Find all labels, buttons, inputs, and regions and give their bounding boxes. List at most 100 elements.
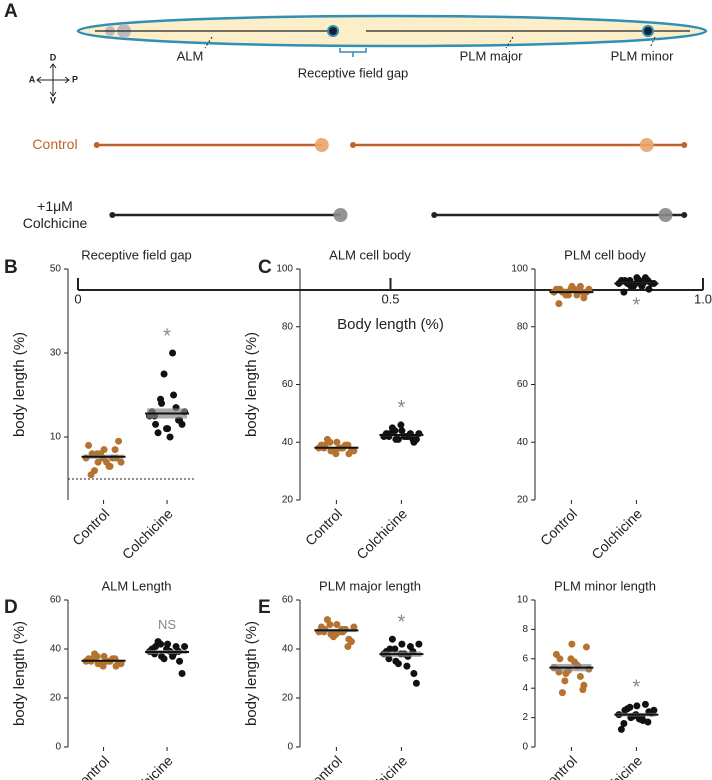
dot (409, 435, 417, 443)
y-axis-label: body length (%) (243, 332, 260, 437)
y-tick-label: 6 (522, 653, 528, 664)
series-label: +1μM Colchicine (22, 198, 88, 231)
dot (87, 471, 95, 479)
y-tick-label: 80 (282, 321, 294, 332)
x-tick-label: Control (302, 505, 345, 548)
x-tick-label: 1.0 (694, 291, 712, 306)
y-tick-label: 20 (282, 693, 294, 704)
dot (620, 719, 628, 727)
dot (157, 640, 165, 648)
diagram-label: PLM major (460, 48, 524, 63)
dot (561, 677, 569, 685)
y-tick-label: 8 (522, 624, 528, 635)
dot (398, 427, 406, 435)
dot (391, 427, 399, 435)
x-tick-label: Control (69, 505, 112, 548)
dot (176, 657, 184, 665)
y-tick-label: 10 (517, 595, 529, 606)
y-tick-label: 20 (50, 693, 62, 704)
dot (117, 458, 125, 466)
cell-body (314, 138, 329, 152)
x-tick-label: Control (537, 752, 580, 780)
end-point (93, 142, 100, 148)
dot (580, 294, 588, 302)
dot (117, 660, 125, 668)
y-axis-label: body length (%) (11, 332, 28, 437)
y-tick-label: 50 (50, 264, 62, 275)
x-tick-label: Control (537, 505, 580, 548)
dot (576, 282, 584, 290)
alm-soma (327, 25, 339, 37)
y-tick-label: 20 (282, 495, 294, 506)
annotation: * (163, 325, 171, 347)
x-axis-label: Body length (%) (337, 316, 444, 333)
x-tick-label: Control (302, 752, 345, 780)
x-tick-label: 0.5 (381, 291, 399, 306)
dot (650, 706, 658, 714)
dot (166, 433, 174, 441)
dot (99, 662, 107, 670)
dot (645, 285, 653, 293)
panel-label: E (258, 597, 271, 618)
x-tick-label: Colchicine (588, 505, 645, 562)
dot (582, 643, 590, 651)
y-tick-label: 80 (517, 321, 529, 332)
dot (326, 621, 334, 628)
y-tick-label: 60 (517, 379, 529, 390)
y-tick-label: 4 (522, 683, 528, 694)
end-point (681, 212, 688, 218)
end-point (431, 212, 438, 218)
annotation: * (633, 294, 641, 316)
dot (568, 640, 576, 648)
compass-label: V (50, 95, 56, 105)
dot (641, 700, 649, 708)
dot (633, 702, 641, 710)
panel-label: A (4, 1, 18, 22)
dot (178, 670, 186, 677)
x-tick-label: Colchicine (353, 752, 410, 780)
dot (385, 655, 393, 663)
dot (552, 650, 560, 658)
dot (567, 655, 575, 663)
dot (160, 655, 168, 663)
dot (333, 438, 341, 446)
dot (403, 662, 411, 670)
dot (152, 420, 160, 428)
dot (326, 438, 334, 446)
y-tick-label: 100 (276, 264, 293, 275)
dot (391, 645, 399, 653)
dot (169, 349, 177, 357)
dot (332, 630, 340, 638)
chart-title: PLM major length (319, 578, 421, 593)
dot (332, 450, 340, 458)
annotation: NS (158, 617, 176, 632)
dot (157, 395, 165, 403)
x-tick-label: Colchicine (119, 752, 176, 780)
y-tick-label: 40 (282, 644, 294, 655)
dot (163, 425, 171, 433)
dot (333, 621, 341, 628)
chart-title: Receptive field gap (81, 247, 192, 262)
dot (576, 672, 584, 680)
y-tick-label: 100 (511, 264, 528, 275)
dot (617, 725, 625, 733)
end-point (109, 212, 116, 218)
x-tick-label: Colchicine (119, 505, 176, 562)
y-tick-label: 10 (50, 432, 62, 443)
y-tick-label: 40 (50, 644, 62, 655)
dot (347, 638, 355, 646)
dot (154, 429, 162, 437)
y-tick-label: 60 (282, 595, 294, 606)
dot (115, 437, 123, 445)
y-tick-label: 30 (50, 348, 62, 359)
dot (85, 441, 93, 449)
y-tick-label: 20 (517, 495, 529, 506)
dot (105, 462, 113, 470)
dot (350, 447, 358, 455)
diagram-label: Receptive field gap (298, 65, 409, 80)
chart-title: PLM cell body (564, 247, 646, 262)
panel-label: C (258, 257, 272, 278)
dot (160, 370, 168, 378)
panel-label: D (4, 597, 18, 618)
